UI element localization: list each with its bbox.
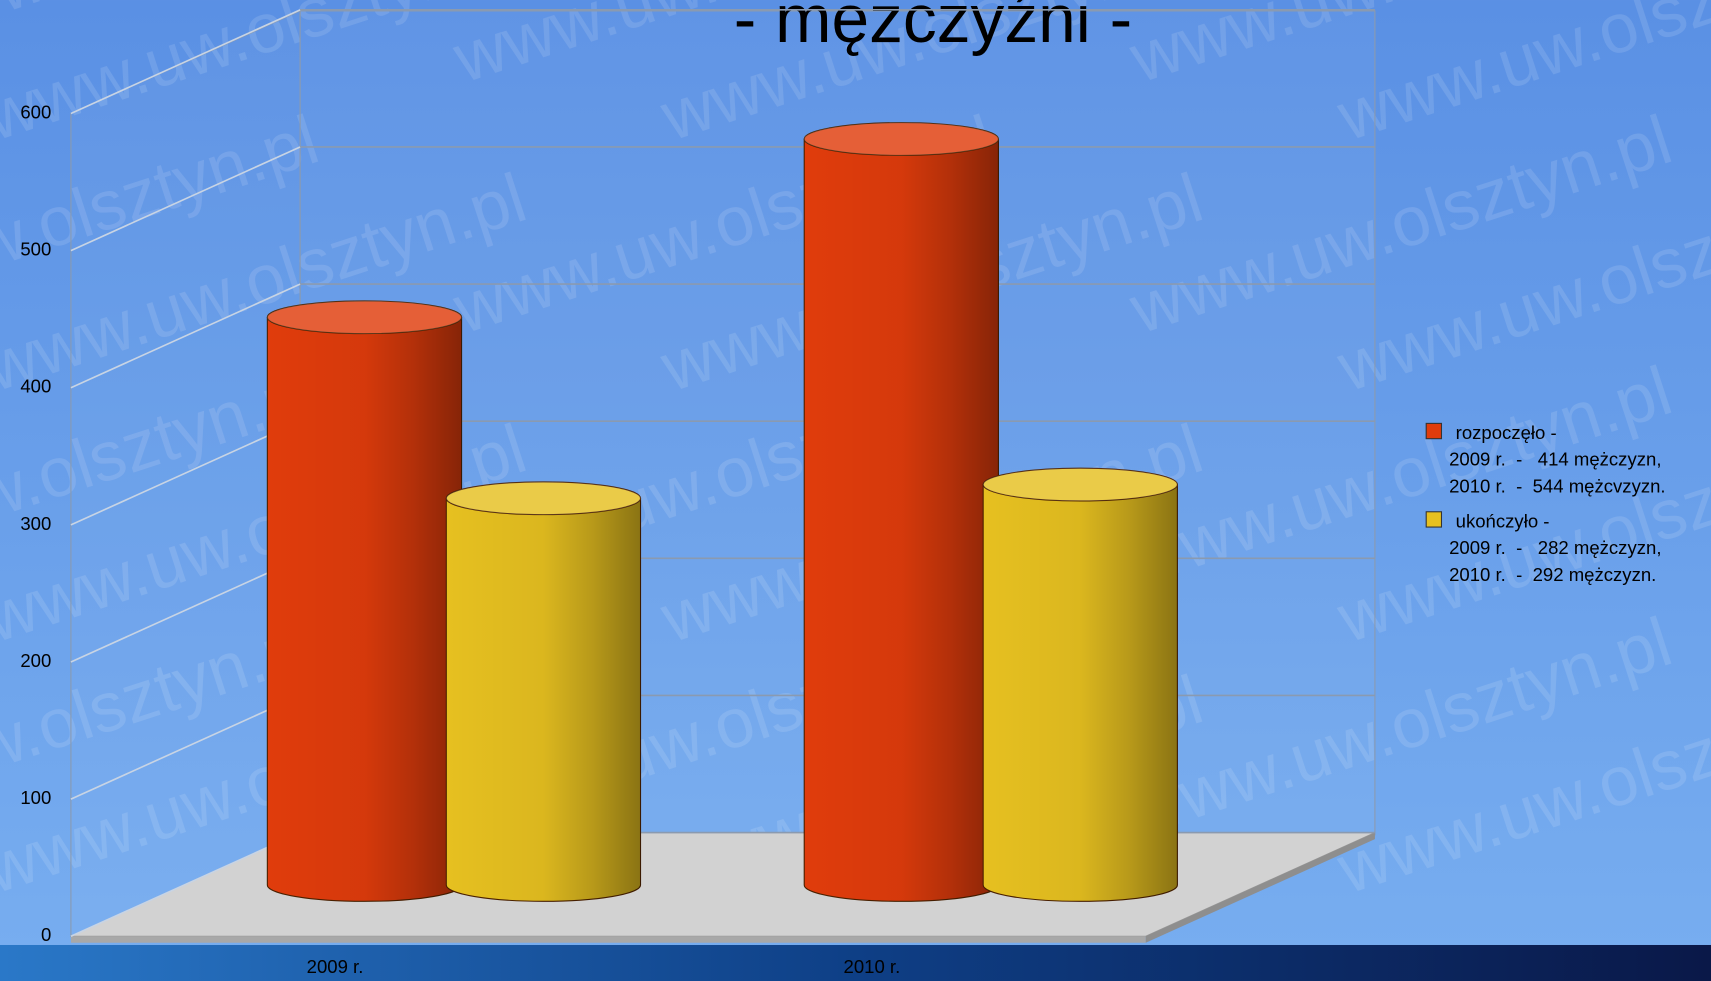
- bar-cap-light: [267, 300, 462, 334]
- legend-detail: 2009 r. - 414 mężczyzn,: [1449, 448, 1661, 469]
- legend-detail: 2010 r. - 292 mężczyzn.: [1449, 564, 1656, 585]
- grid-line: [70, 694, 301, 800]
- y-tick-label: 600: [20, 101, 51, 122]
- y-tick-label: 300: [20, 513, 51, 534]
- y-tick-label: 100: [20, 787, 51, 808]
- bar-cap: [803, 122, 999, 156]
- floor-edge: [70, 936, 1146, 943]
- grid-line: [70, 420, 301, 526]
- bar-cap-light: [983, 468, 1178, 501]
- legend-detail: 2010 r. - 544 mężcvzyzn.: [1449, 476, 1665, 497]
- chart-title: - mężczyźni -: [734, 0, 1132, 57]
- grid-line: [70, 557, 301, 663]
- y-tick-label: 200: [20, 650, 51, 671]
- bar-shade: [267, 317, 462, 902]
- y-tick-label: 500: [20, 239, 51, 260]
- legend-swatch: [1425, 511, 1443, 528]
- bar-shade: [983, 484, 1178, 902]
- legend-label: rozpoczęło -: [1456, 422, 1557, 443]
- bar-shade: [446, 498, 641, 902]
- grid-line: [70, 146, 301, 252]
- x-tick-label: 2009 r.: [307, 956, 364, 977]
- bar-cap: [445, 481, 642, 516]
- grid-line: [70, 283, 301, 389]
- grid-line: [70, 831, 301, 938]
- bar-cap-light: [804, 122, 999, 156]
- bar-cap: [266, 300, 463, 335]
- bar-cap: [982, 467, 1178, 502]
- floor-edge: [1145, 832, 1375, 943]
- legend-label: ukończyło -: [1456, 511, 1550, 532]
- grid-line: [70, 9, 301, 115]
- y-tick-label: 400: [20, 376, 51, 397]
- x-tick-label: 2010 r.: [844, 956, 901, 977]
- legend-detail: 2009 r. - 282 mężczyzn,: [1449, 537, 1661, 558]
- bottom-band: [0, 944, 1711, 981]
- bar-cap-light: [446, 481, 641, 515]
- legend-swatch: [1425, 422, 1443, 440]
- y-tick-label: 0: [41, 924, 51, 945]
- bar-shade: [804, 138, 999, 902]
